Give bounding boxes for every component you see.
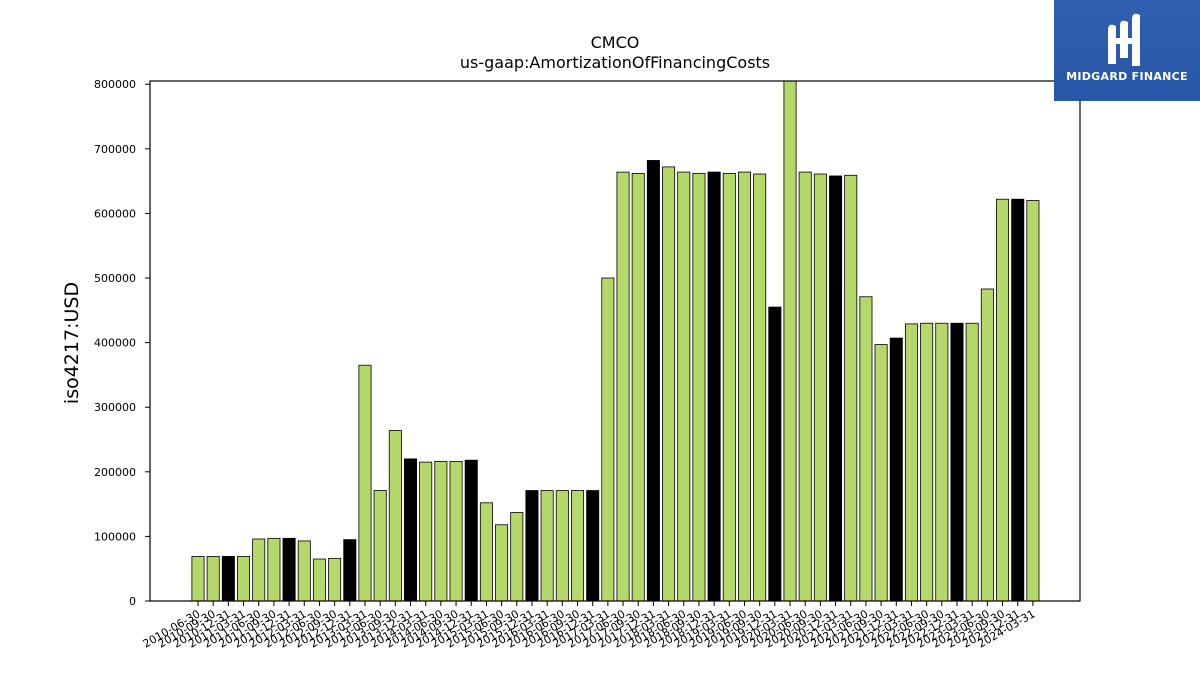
bar-2016-03-31: [540, 490, 554, 602]
bar-2020-09-30: [813, 173, 827, 602]
bar-2024-03-31: [1026, 200, 1040, 602]
bar-2017-03-31: [601, 277, 615, 602]
bar-2016-06-30: [555, 490, 569, 602]
bar-2013-12-31: [404, 458, 418, 602]
bar-2014-03-31: [419, 461, 433, 602]
bar-2021-03-31: [844, 174, 858, 602]
bar-2020-06-30: [798, 171, 812, 602]
bar-2012-09-30: [328, 557, 342, 602]
bar-2018-09-30: [692, 172, 706, 602]
bar-2019-09-30: [753, 173, 767, 602]
y-tick-label: 500000: [94, 272, 136, 285]
bar-2021-09-30: [874, 344, 888, 602]
bar-2017-12-31: [646, 160, 660, 602]
bar-2013-03-31: [358, 364, 372, 602]
bar-2022-06-30: [920, 322, 934, 602]
bars-group: [191, 80, 1040, 602]
bar-2011-06-30: [252, 538, 266, 602]
chart-subtitle: us-gaap:AmortizationOfFinancingCosts: [459, 53, 771, 72]
y-tick-label: 300000: [94, 401, 136, 414]
bar-2015-09-30: [510, 512, 524, 602]
y-tick-label: 700000: [94, 143, 136, 156]
bar-2023-12-31: [1011, 198, 1025, 602]
brand-logo: MIDGARD FINANCE: [1054, 0, 1200, 101]
y-tick-label: 400000: [94, 337, 136, 350]
bar-2012-06-30: [312, 558, 326, 602]
bar-2011-03-31: [237, 556, 251, 602]
bar-2019-12-31: [768, 306, 782, 602]
bar-2014-09-30: [449, 461, 463, 602]
bar-2019-03-31: [722, 172, 736, 602]
bar-2012-03-31: [297, 540, 311, 602]
bar-2023-03-31: [965, 322, 979, 602]
bar-2011-12-31: [282, 537, 296, 602]
bar-2022-09-30: [935, 322, 949, 602]
y-tick-label: 600000: [94, 207, 136, 220]
bar-2020-12-31: [829, 175, 843, 602]
bar-2015-06-30: [495, 524, 509, 602]
midgard-logo-icon: [1108, 13, 1140, 67]
bar-2021-06-30: [859, 296, 873, 602]
y-tick-label: 800000: [94, 78, 136, 91]
bar-2010-12-31: [221, 556, 235, 602]
bar-2023-06-30: [980, 288, 994, 602]
bar-2018-06-30: [677, 171, 691, 602]
plot-frame: [149, 80, 1081, 602]
bar-2020-03-31: [783, 80, 797, 602]
bar-2010-06-30: [191, 556, 205, 602]
chart-title: CMCO: [590, 33, 640, 52]
y-tick-label: 0: [129, 595, 136, 608]
bar-2023-09-30: [996, 198, 1010, 602]
bar-2014-12-31: [464, 459, 478, 602]
bar-2010-09-30: [206, 556, 220, 602]
bar-2021-12-31: [889, 337, 903, 602]
bar-2015-03-31: [479, 502, 493, 602]
y-tick-label: 200000: [94, 466, 136, 479]
bar-2018-03-31: [662, 166, 676, 602]
bar-2016-12-31: [586, 490, 600, 602]
bar-2017-06-30: [616, 171, 630, 602]
bar-2017-09-30: [631, 172, 645, 602]
bar-2019-06-30: [737, 171, 751, 602]
bar-2015-12-31: [525, 490, 539, 602]
bar-2013-09-30: [388, 430, 402, 602]
x-axis-ticks: 2010-06-302010-09-302010-12-312011-03-31…: [141, 601, 1037, 651]
bar-2016-09-30: [571, 490, 585, 602]
bar-2011-09-30: [267, 537, 281, 602]
bar-2022-03-31: [904, 323, 918, 602]
bar-2013-06-30: [373, 490, 387, 602]
bar-2014-06-30: [434, 461, 448, 602]
y-axis-ticks: 0 100000 200000 300000 400000 500000 600000 700…: [94, 78, 150, 608]
brand-name: MIDGARD FINANCE: [1066, 70, 1188, 83]
y-tick-label: 100000: [94, 530, 136, 543]
bar-2018-12-31: [707, 171, 721, 602]
bar-2022-12-31: [950, 322, 964, 602]
bar-2012-12-31: [343, 539, 357, 602]
